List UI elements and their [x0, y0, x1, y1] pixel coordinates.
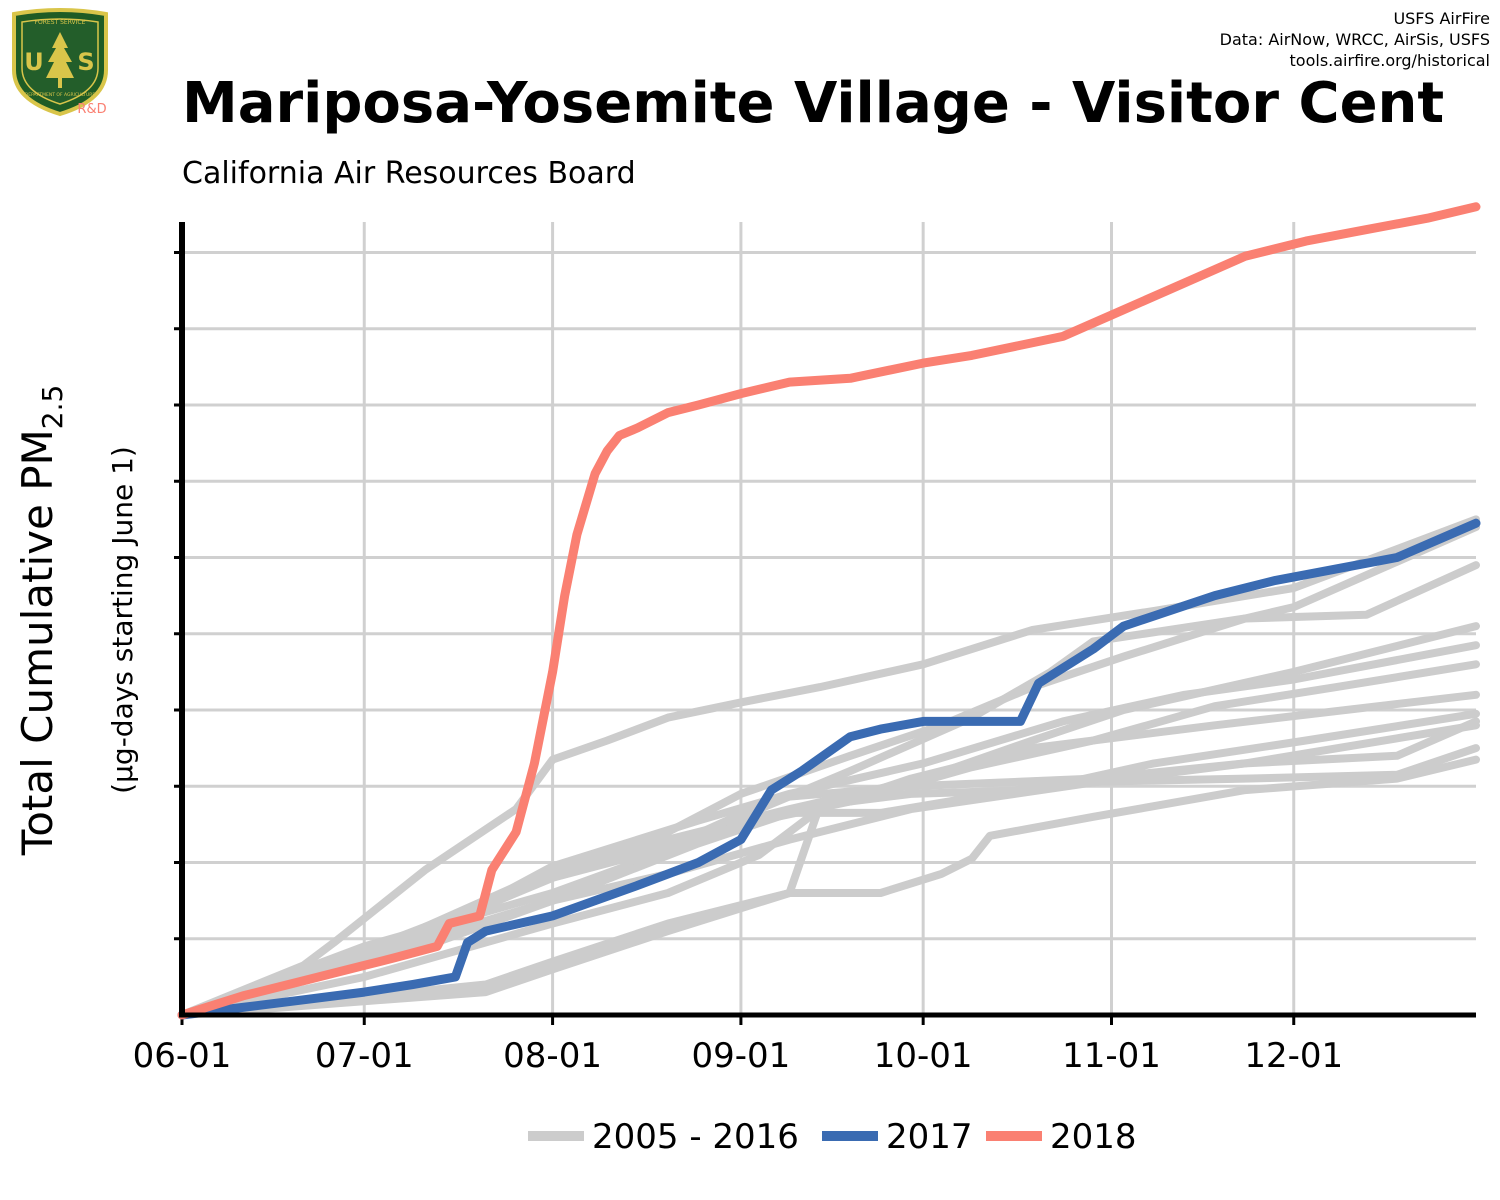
- credit-line: USFS AirFire: [1393, 9, 1490, 28]
- series-line-historical: [178, 690, 1480, 1019]
- series-line-2017: [177, 518, 1481, 1020]
- series-line-historical: [178, 515, 1480, 1019]
- x-tick-label: 11-01: [1062, 1036, 1161, 1076]
- series-line-historical: [178, 709, 1480, 1019]
- series-line-historical: [178, 755, 1480, 1019]
- x-tick-label: 07-01: [315, 1036, 414, 1076]
- x-tick-label: 09-01: [692, 1036, 791, 1076]
- forest-service-shield-logo: U S FOREST SERVICE DEPARTMENT OF AGRICUL…: [12, 8, 108, 117]
- y-axis-sublabel: (µg-days starting June 1): [106, 446, 139, 794]
- chart-title: Mariposa-Yosemite Village - Visitor Cent: [182, 72, 1445, 136]
- legend-label: 2017: [886, 1117, 973, 1157]
- series-line-2018: [177, 202, 1481, 1020]
- x-tick-label: 12-01: [1244, 1036, 1343, 1076]
- credits: USFS AirFire Data: AirNow, WRCC, AirSis,…: [1220, 8, 1490, 71]
- x-tick-label: 10-01: [874, 1036, 973, 1076]
- logo-text-top: FOREST SERVICE: [35, 19, 86, 26]
- legend-label: 2005 - 2016: [592, 1117, 799, 1157]
- credit-line: tools.airfire.org/historical: [1289, 51, 1490, 70]
- logo-text-bottom: DEPARTMENT OF AGRICULTURE: [25, 92, 96, 98]
- series-line-historical: [178, 744, 1480, 1019]
- title-container: Mariposa-Yosemite Village - Visitor Cent: [182, 72, 1500, 142]
- logo-letter-u: U: [24, 48, 44, 76]
- logo-rd: R&D: [77, 102, 106, 117]
- logo-letter-s: S: [77, 48, 94, 76]
- x-tick-label: 08-01: [503, 1036, 602, 1076]
- y-axis-label: Total Cumulative PM2.5: [13, 385, 69, 857]
- credit-line: Data: AirNow, WRCC, AirSis, USFS: [1219, 30, 1490, 49]
- x-tick-label: 06-01: [133, 1036, 232, 1076]
- series-line-historical: [178, 717, 1480, 1019]
- chart-subtitle: California Air Resources Board: [182, 156, 636, 191]
- legend-label: 2018: [1050, 1117, 1137, 1157]
